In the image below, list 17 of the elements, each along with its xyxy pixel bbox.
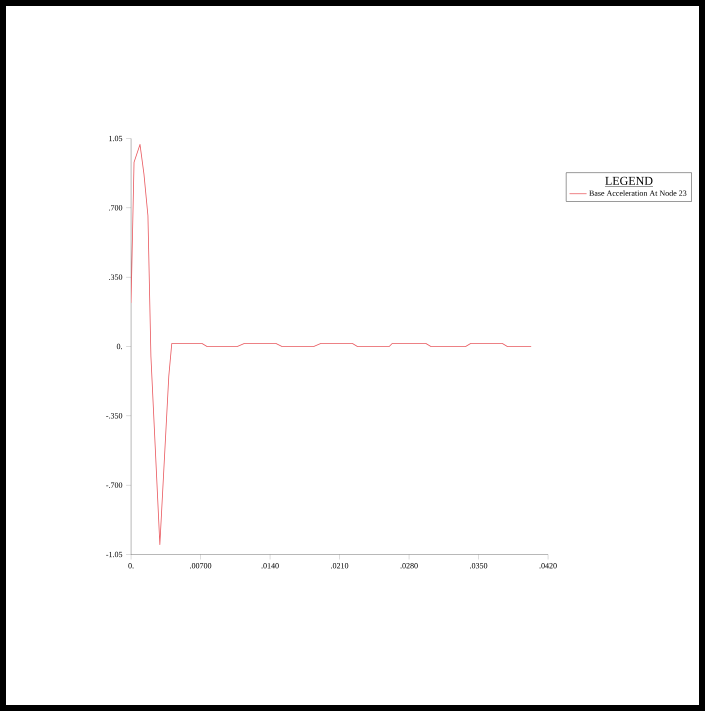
y-tick-label: -1.05 — [106, 552, 122, 558]
x-tick-label: .0420 — [540, 563, 557, 568]
line-series — [131, 144, 532, 545]
legend-label: Base Acceleration At Node 23 — [589, 190, 686, 196]
x-tick-label: .0280 — [400, 563, 418, 568]
y-tick-label: 1.05 — [109, 136, 122, 142]
y-tick-label: .700 — [109, 205, 122, 211]
x-tick-label: .0350 — [470, 563, 488, 568]
x-tick-label: .0210 — [331, 563, 348, 568]
y-tick-label: -.350 — [106, 413, 122, 419]
x-tick-label: .0140 — [262, 563, 279, 568]
legend-title: LEGEND — [605, 176, 652, 185]
y-tick-label: .350 — [109, 274, 122, 280]
y-tick-label: -.700 — [106, 482, 122, 488]
x-tick-label: 0. — [128, 563, 134, 568]
x-tick-label: .00700 — [190, 563, 212, 568]
y-tick-label: 0. — [116, 344, 122, 350]
